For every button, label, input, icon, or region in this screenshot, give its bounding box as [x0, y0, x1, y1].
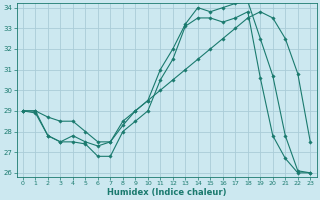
- X-axis label: Humidex (Indice chaleur): Humidex (Indice chaleur): [107, 188, 226, 197]
